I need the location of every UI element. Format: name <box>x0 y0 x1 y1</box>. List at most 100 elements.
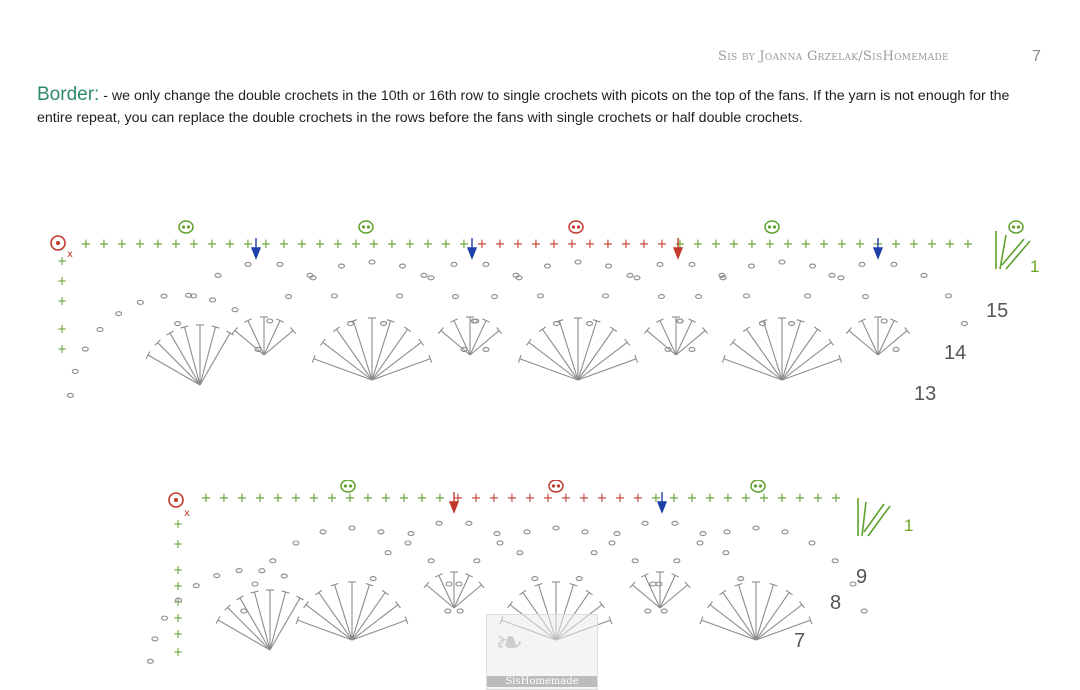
picot-dot <box>753 484 758 488</box>
chain-stitch <box>581 529 589 535</box>
picot-dot <box>348 484 353 488</box>
chain-stitch <box>398 263 407 269</box>
chain-stitch <box>251 581 259 587</box>
row-label-7: 7 <box>794 630 806 652</box>
page-number: 7 <box>1032 48 1041 65</box>
single-crochet-mark: + <box>459 237 470 252</box>
single-crochet-mark: + <box>171 237 182 252</box>
picot-icon <box>750 480 766 493</box>
marker-arrow-icon <box>656 492 668 514</box>
single-crochet-mark: + <box>315 237 326 252</box>
crochet-chart-bottom: x + + + + + + + + + + + + + + + + + + + + + + + + + + + + + + + + + + + +++… <box>146 480 891 664</box>
single-crochet-mark: + <box>279 237 290 252</box>
chain-stitch <box>404 540 412 546</box>
chain-stitch <box>880 318 888 324</box>
single-crochet-mark: + <box>441 237 452 252</box>
row-label-1: 1 <box>1030 257 1040 276</box>
single-crochet-mark: + <box>927 237 938 252</box>
chain-stitch <box>192 583 200 589</box>
chain-stitch <box>644 608 652 614</box>
svg-text:x: x <box>67 249 73 260</box>
single-crochet-mark: + <box>261 237 272 252</box>
single-crochet-mark: + <box>225 237 236 252</box>
marker-arrow-icon <box>250 238 262 260</box>
single-crochet-mark: + <box>585 237 596 252</box>
chain-stitch <box>861 294 869 300</box>
single-crochet-mark: + <box>81 237 92 252</box>
chain-stitch <box>512 272 520 278</box>
picot-dot <box>758 484 763 488</box>
marker-arrow-icon <box>448 492 460 514</box>
fan-group <box>146 520 868 664</box>
single-crochet-mark: + <box>153 237 164 252</box>
single-crochet-mark: + <box>57 342 67 356</box>
picot-dot <box>571 225 576 229</box>
picot-group <box>178 220 1024 234</box>
chain-stitch <box>280 573 288 579</box>
chain-stitch <box>451 294 459 300</box>
marker-arrow-icon <box>672 238 684 260</box>
chain-stitch <box>369 576 377 582</box>
crochet-chart-top: x + + + + + + + + + + + + + + + + + + + + + + + + + + + + + + + + + + + + + +… <box>50 220 1031 398</box>
picot-dot <box>186 225 191 229</box>
marker-arrow-icon <box>466 238 478 260</box>
picot-dot <box>366 225 371 229</box>
single-crochet-mark: + <box>759 491 770 506</box>
single-crochet-mark: + <box>729 237 740 252</box>
picot-icon <box>568 220 584 234</box>
chain-stitch <box>146 658 154 664</box>
chain-stitch <box>641 520 649 526</box>
fan-stitch-icon <box>517 317 639 381</box>
chain-stitch <box>407 530 415 537</box>
single-crochet-mark: + <box>435 491 446 506</box>
chain-stitch <box>747 263 756 269</box>
chain-stitch <box>516 550 524 556</box>
single-crochet-mark: + <box>813 491 824 506</box>
chain-stitch <box>718 272 726 278</box>
chain-stitch <box>737 576 745 582</box>
single-crochet-mark: + <box>651 491 662 506</box>
single-crochet-mark: + <box>255 491 266 506</box>
single-crochet-mark: + <box>531 237 542 252</box>
chain-stitch <box>473 558 481 564</box>
chain-stitch <box>160 293 168 299</box>
fan-stitch-icon <box>629 571 691 609</box>
single-crochet-mark: + <box>579 491 590 506</box>
chain-stitch <box>258 568 266 574</box>
picot-dot <box>1016 225 1021 229</box>
single-crochet-mark: + <box>693 237 704 252</box>
single-crochet-mark: + <box>57 294 67 308</box>
single-crochet-mark: + <box>387 237 398 252</box>
single-crochet-mark: + <box>201 491 212 506</box>
chain-stitch <box>306 272 314 278</box>
chain-stitch <box>601 293 610 299</box>
chain-stitch <box>348 525 356 531</box>
chain-stitch <box>585 320 594 327</box>
single-crochet-mark: + <box>237 491 248 506</box>
chain-stitch <box>523 529 531 535</box>
chain-stitch <box>285 294 293 300</box>
single-crochet-mark: + <box>219 491 230 506</box>
single-crochet-mark: + <box>189 237 200 252</box>
chain-stitch <box>920 272 928 278</box>
border-heading: Border: <box>37 84 100 105</box>
chain-stitch <box>719 275 727 281</box>
single-crochet-mark: + <box>669 491 680 506</box>
chain-stitch <box>781 529 789 535</box>
border-text: - we only change the double crochets in … <box>37 88 1010 126</box>
svg-text:x: x <box>184 508 190 519</box>
chain-stitch <box>427 558 435 564</box>
single-crochet-mark: + <box>603 237 614 252</box>
chain-stitch <box>828 272 836 278</box>
chain-stitch <box>330 293 339 299</box>
chain-stitch <box>292 540 300 546</box>
chain-stitch <box>491 294 499 300</box>
chain-stitch <box>626 272 634 278</box>
chain-stitch <box>831 558 839 564</box>
single-crochet-mark: + <box>345 491 356 506</box>
chain-stitch <box>536 293 545 299</box>
chain-stitch <box>787 320 796 327</box>
single-crochet-mark: + <box>477 237 488 252</box>
chain-stitch <box>276 261 284 267</box>
picot-dot <box>556 484 561 488</box>
